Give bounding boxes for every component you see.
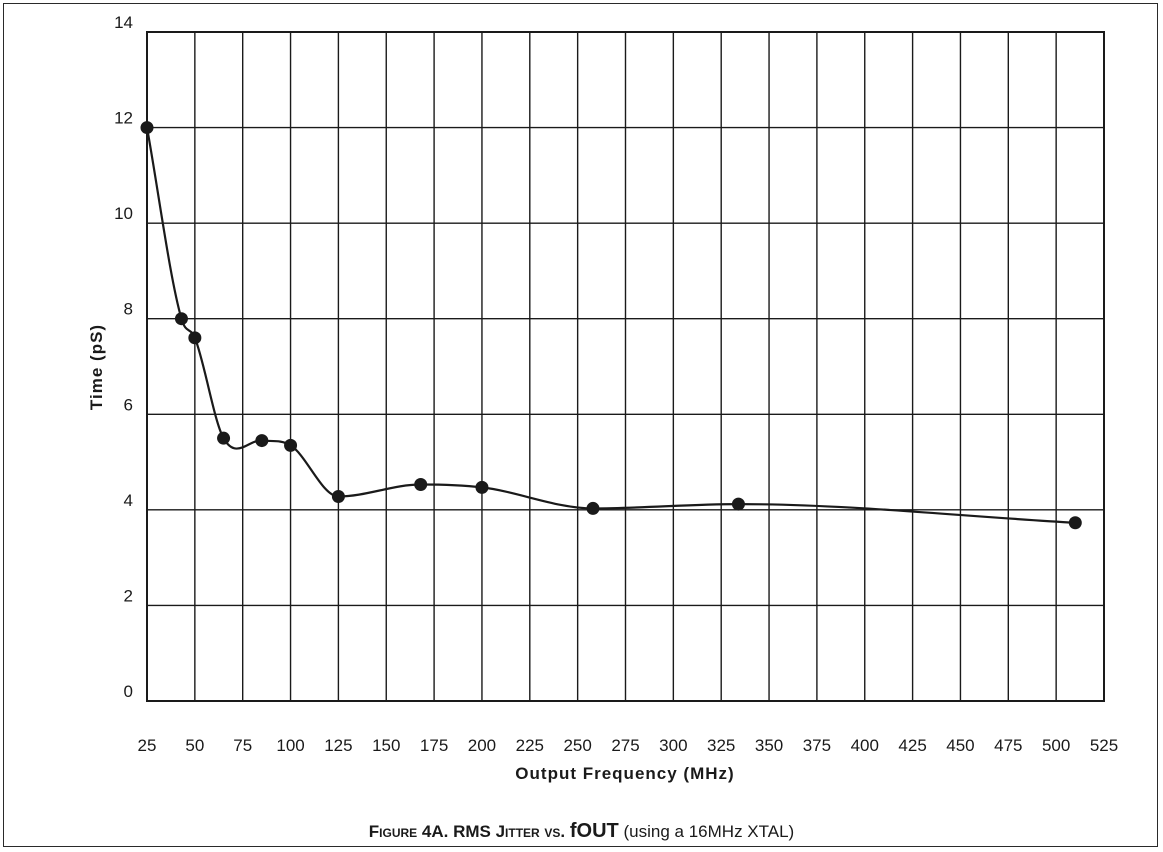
x-tick-label: 475 xyxy=(994,736,1022,755)
data-point xyxy=(475,480,489,494)
x-tick-label: 150 xyxy=(372,736,400,755)
data-point xyxy=(731,497,745,511)
y-tick-label: 8 xyxy=(124,300,133,319)
y-tick-label: 14 xyxy=(114,13,133,32)
x-tick-label: 25 xyxy=(138,736,157,755)
x-tick-label: 350 xyxy=(755,736,783,755)
x-tick-label: 75 xyxy=(233,736,252,755)
x-tick-label: 275 xyxy=(611,736,639,755)
x-tick-label: 500 xyxy=(1042,736,1070,755)
x-tick-label: 325 xyxy=(707,736,735,755)
data-point xyxy=(586,501,600,515)
x-tick-label: 425 xyxy=(898,736,926,755)
plot-border xyxy=(146,31,1105,702)
data-point xyxy=(255,434,269,448)
data-point xyxy=(188,331,202,345)
y-tick-label: 4 xyxy=(124,491,133,510)
x-tick-label: 50 xyxy=(185,736,204,755)
x-tick-label: 100 xyxy=(276,736,304,755)
series-line xyxy=(145,127,1076,524)
caption-note: (using a 16MHz XTAL) xyxy=(623,822,795,841)
y-tick-label: 12 xyxy=(114,109,133,128)
data-point xyxy=(414,478,428,492)
x-tick-label: 200 xyxy=(468,736,496,755)
data-point xyxy=(217,431,231,445)
x-tick-label: 400 xyxy=(851,736,879,755)
x-tick-label: 525 xyxy=(1090,736,1118,755)
grid xyxy=(146,31,1105,702)
x-tick-label: 450 xyxy=(946,736,974,755)
figure-frame xyxy=(3,3,1158,847)
y-tick-label: 10 xyxy=(114,204,133,223)
data-point xyxy=(284,438,298,452)
y-tick-labels: 0 2 4 6 8 10 12 14 xyxy=(114,13,133,701)
x-tick-label: 250 xyxy=(563,736,591,755)
data-point xyxy=(140,121,154,135)
y-tick-label: 6 xyxy=(124,395,133,414)
y-tick-label: 0 xyxy=(124,682,133,701)
caption-figure-label: Figure 4A. RMS Jitter vs. xyxy=(368,822,566,841)
x-tick-label: 175 xyxy=(420,736,448,755)
y-axis-title: Time (pS) xyxy=(87,324,106,410)
y-tick-label: 2 xyxy=(124,586,133,605)
data-points xyxy=(140,121,1082,530)
figure-caption: Figure 4A. RMS Jitter vs. fOUT (using a … xyxy=(0,820,1163,843)
x-tick-labels: 25 50 75 100 125 150 175 200 225 250 275 300 325 350 3… xyxy=(138,736,1119,755)
x-tick-label: 125 xyxy=(324,736,352,755)
x-tick-label: 225 xyxy=(516,736,544,755)
data-point xyxy=(174,312,188,326)
data-point xyxy=(1068,516,1082,530)
x-tick-label: 375 xyxy=(803,736,831,755)
data-point xyxy=(331,489,345,503)
caption-fout: fOUT xyxy=(569,820,619,842)
x-tick-label: 300 xyxy=(659,736,687,755)
x-axis-title: Output Frequency (MHz) xyxy=(515,764,734,783)
